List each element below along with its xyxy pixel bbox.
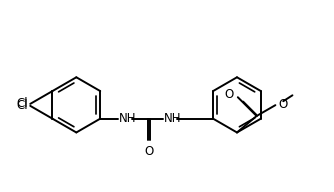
Text: NH: NH bbox=[119, 112, 137, 125]
Text: NH: NH bbox=[164, 112, 182, 125]
Text: O: O bbox=[144, 145, 154, 158]
Text: O: O bbox=[278, 98, 288, 111]
Text: Cl: Cl bbox=[17, 99, 28, 112]
Text: Cl: Cl bbox=[17, 97, 28, 110]
Text: O: O bbox=[225, 88, 234, 101]
